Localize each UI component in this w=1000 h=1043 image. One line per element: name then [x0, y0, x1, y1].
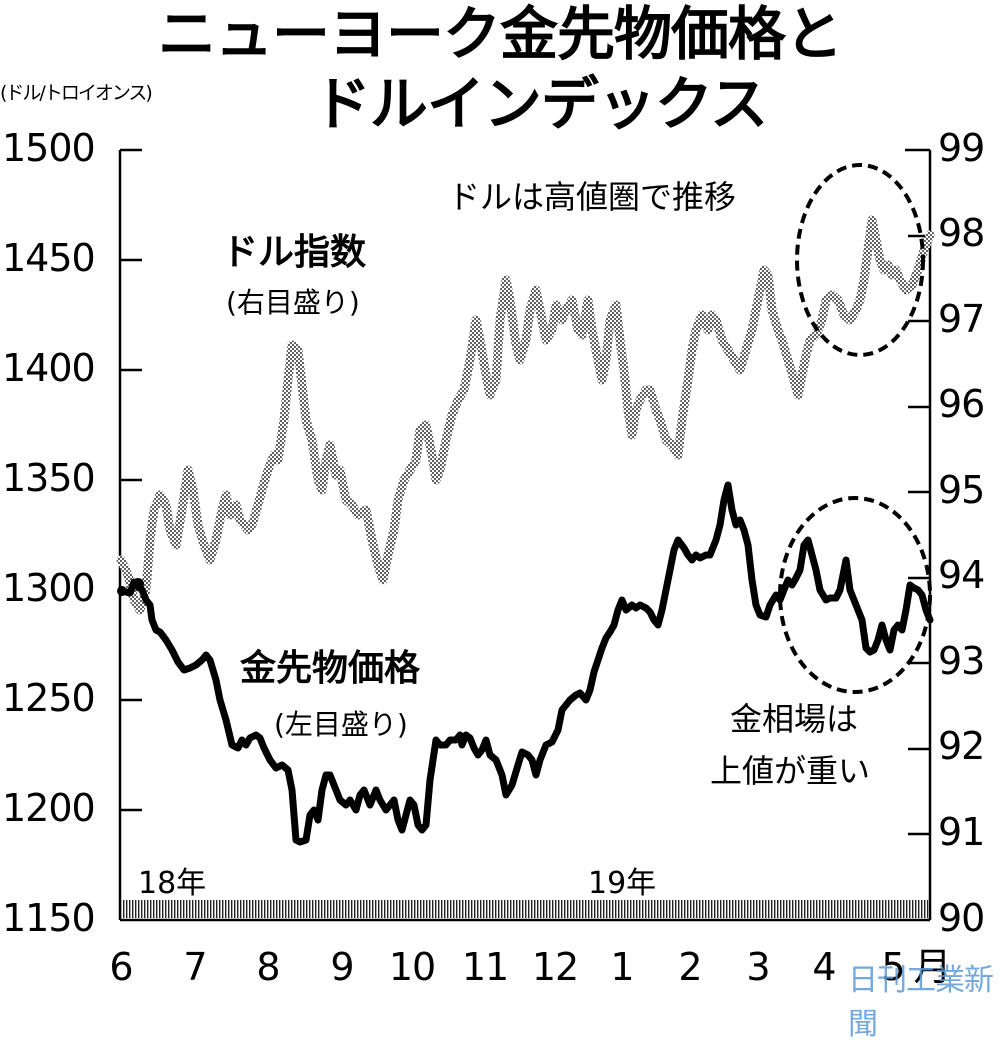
right-axis-tick: 94 [938, 553, 985, 597]
x-axis-tick: 12 [531, 945, 579, 989]
dollar-highlight-ellipse [795, 163, 925, 357]
gold-highlight-ellipse [778, 496, 932, 694]
gold-trend-note-line1: 金相場は [730, 700, 859, 738]
x-axis-tick: 7 [183, 945, 207, 989]
x-axis-tick: 9 [330, 945, 354, 989]
dollar-index-axis-note: (右目盛り) [226, 286, 360, 319]
right-axis-tick: 98 [938, 211, 985, 255]
x-axis-tick: 4 [812, 945, 836, 989]
left-axis-tick: 1400 [2, 346, 96, 390]
right-axis-tick: 90 [938, 896, 985, 940]
x-axis-tick: 2 [678, 945, 702, 989]
left-axis-unit-label: (ドル/トロイオンス) [0, 82, 153, 104]
dollar-index-series-label: ドル指数 [222, 232, 367, 273]
left-axis-tick: 1150 [2, 896, 96, 940]
x-axis-tick: 10 [388, 945, 436, 989]
x-axis-tick: 3 [746, 945, 770, 989]
year-label-2019: 19年 [588, 866, 657, 901]
left-axis-ticks [120, 148, 142, 812]
right-axis-tick: 96 [938, 382, 985, 426]
year-label-2018: 18年 [138, 866, 207, 901]
x-axis-tick: 5 [881, 945, 905, 989]
right-axis-tick: 99 [938, 126, 985, 170]
x-axis-tick: 8 [256, 945, 280, 989]
publisher-watermark: 日刊工業新聞 [848, 963, 994, 1042]
right-axis-tick: 93 [938, 639, 985, 683]
left-axis-tick: 1200 [2, 786, 96, 830]
right-axis-tick: 92 [938, 724, 985, 768]
x-axis-month-suffix: 月 [913, 945, 951, 989]
dollar-trend-note: ドルは高値圏で推移 [448, 178, 737, 216]
right-axis-tick: 97 [938, 297, 985, 341]
left-axis-tick: 1450 [2, 236, 96, 280]
gold-price-line [117, 481, 934, 846]
chart-title-line2: ドルインデックス [312, 70, 768, 138]
gold-trend-note-line2: 上値が重い [710, 752, 871, 790]
chart-title-line1: ニューヨーク金先物価格と [157, 0, 843, 68]
gold-price-series-label: 金先物価格 [240, 648, 421, 689]
right-axis-ticks [908, 234, 930, 836]
right-axis-tick: 95 [938, 468, 985, 512]
dollar-index-line [116, 215, 935, 615]
x-axis-tick: 11 [461, 945, 509, 989]
left-axis-tick: 1500 [2, 126, 96, 170]
right-axis-tick: 91 [938, 810, 985, 854]
x-axis-tick: 1 [610, 945, 634, 989]
gold-price-axis-note: (左目盛り) [274, 708, 408, 741]
left-axis-tick: 1350 [2, 456, 96, 500]
day-tick-band [121, 900, 929, 918]
chart-plot [116, 148, 935, 922]
left-axis-tick: 1250 [2, 676, 96, 720]
x-axis-tick: 6 [109, 945, 133, 989]
left-axis-tick: 1300 [2, 566, 96, 610]
